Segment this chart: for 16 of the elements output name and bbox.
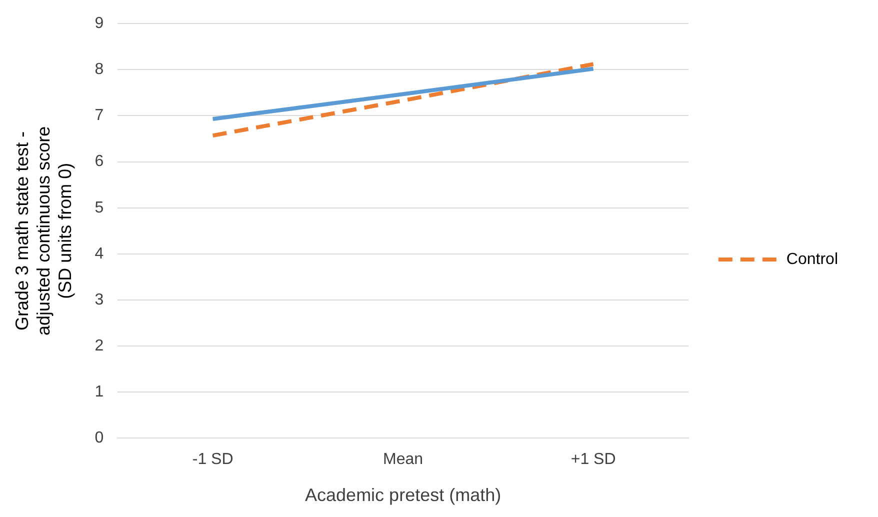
x-tick-label: -1 SD [192, 451, 234, 468]
y-tick-label: 9 [94, 15, 104, 32]
x-tick-label: Mean [383, 451, 424, 468]
y-tick-label: 5 [94, 199, 104, 216]
x-tick-label: +1 SD [570, 451, 616, 468]
y-tick-label: 1 [94, 384, 104, 401]
y-axis-title: Grade 3 math state test - adjusted continuous score (SD units from 0) [12, 126, 75, 336]
y-tick-label: 7 [94, 107, 104, 124]
y-tick-label: 2 [94, 337, 104, 354]
y-tick-label: 8 [94, 61, 104, 78]
y-tick-label: 3 [94, 291, 104, 308]
y-tick-label: 4 [94, 245, 104, 262]
y-tick-label: 6 [94, 153, 104, 170]
legend-label: Control [786, 250, 838, 268]
y-tick-label: 0 [94, 430, 104, 447]
x-axis-title: Academic pretest (math) [305, 485, 502, 506]
